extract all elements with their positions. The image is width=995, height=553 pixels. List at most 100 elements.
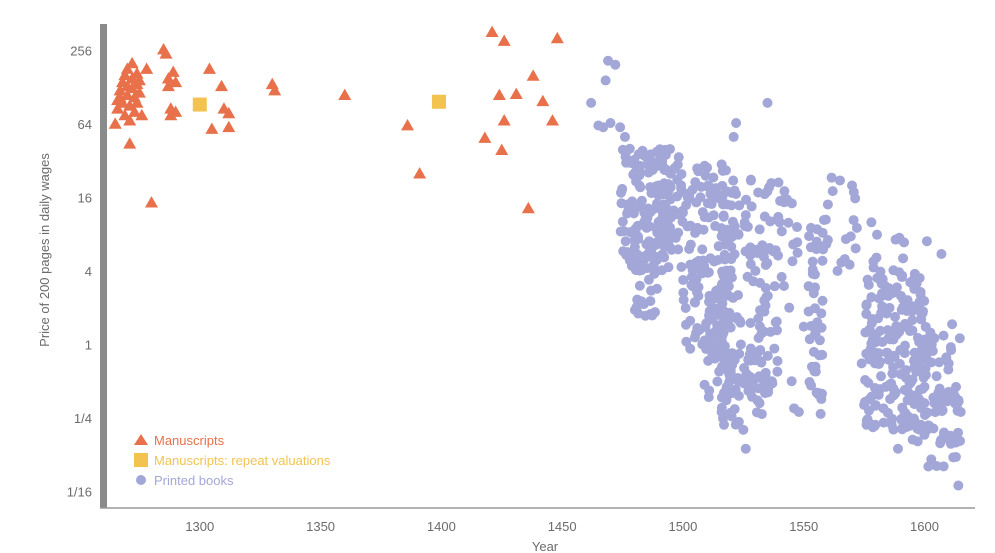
printed-book-point xyxy=(873,348,884,359)
printed-book-point xyxy=(703,392,714,403)
printed-book-point xyxy=(772,356,783,367)
repeat-valuation-point xyxy=(192,97,207,112)
printed-book-point xyxy=(717,330,728,341)
printed-book-point xyxy=(620,236,631,247)
manuscript-point xyxy=(413,167,427,179)
printed-book-point xyxy=(891,234,902,245)
manuscript-point xyxy=(497,114,511,126)
printed-book-point xyxy=(881,347,892,358)
printed-book-point xyxy=(733,229,744,240)
printed-book-point xyxy=(897,302,908,313)
printed-book-point xyxy=(624,143,635,154)
manuscript-point xyxy=(120,88,134,100)
printed-book-point xyxy=(740,372,751,383)
printed-book-point xyxy=(598,122,609,133)
printed-book-point xyxy=(886,413,897,424)
legend-label: Manuscripts: repeat valuations xyxy=(154,453,331,468)
printed-book-point xyxy=(617,216,628,227)
printed-book-point xyxy=(902,395,913,406)
printed-book-point xyxy=(697,268,708,279)
printed-book-point xyxy=(845,231,856,242)
printed-book-point xyxy=(651,265,662,276)
printed-book-point xyxy=(948,388,959,399)
printed-book-point xyxy=(746,201,757,212)
printed-book-point xyxy=(677,207,688,218)
printed-book-point xyxy=(888,334,899,345)
manuscript-point xyxy=(125,56,139,69)
printed-book-point xyxy=(634,280,645,291)
printed-book-point xyxy=(663,214,674,225)
printed-book-point xyxy=(903,386,914,397)
printed-book-point xyxy=(811,236,822,247)
printed-book-point xyxy=(648,254,659,265)
printed-book-point xyxy=(779,186,790,197)
legend-label: Printed books xyxy=(154,473,234,488)
printed-book-point xyxy=(702,162,713,173)
printed-book-point xyxy=(938,430,949,441)
printed-book-point xyxy=(734,200,745,211)
printed-book-point xyxy=(826,172,837,183)
printed-book-point xyxy=(629,304,640,315)
printed-book-point xyxy=(755,345,766,356)
printed-book-point xyxy=(882,325,893,336)
printed-book-point xyxy=(954,333,965,344)
printed-book-point xyxy=(788,239,799,250)
printed-book-point xyxy=(783,217,794,228)
printed-book-point xyxy=(663,238,674,249)
manuscript-point xyxy=(478,131,492,143)
printed-book-point xyxy=(600,75,611,86)
printed-book-point xyxy=(894,326,905,337)
printed-book-point xyxy=(805,222,816,233)
printed-book-point xyxy=(946,345,957,356)
printed-book-point xyxy=(767,378,778,389)
printed-book-point xyxy=(725,407,736,418)
printed-book-point xyxy=(759,306,770,317)
printed-book-point xyxy=(646,244,657,255)
printed-book-point xyxy=(686,271,697,282)
printed-book-point xyxy=(926,357,937,368)
printed-book-point xyxy=(890,311,901,322)
printed-book-point xyxy=(903,421,914,432)
printed-book-point xyxy=(817,255,828,266)
printed-book-point xyxy=(635,260,646,271)
printed-book-point xyxy=(685,259,696,270)
printed-book-point xyxy=(899,237,910,248)
printed-book-point xyxy=(727,348,738,359)
printed-book-point xyxy=(699,379,710,390)
printed-book-point xyxy=(644,236,655,247)
printed-book-point xyxy=(678,287,689,298)
printed-book-point xyxy=(916,308,927,319)
printed-book-point xyxy=(735,317,746,328)
printed-book-point xyxy=(770,317,781,328)
x-tick-label: 1400 xyxy=(427,519,456,534)
printed-book-point xyxy=(728,175,739,186)
printed-book-point xyxy=(943,358,954,369)
manuscript-point xyxy=(123,137,137,149)
printed-book-point xyxy=(920,321,931,332)
printed-book-point xyxy=(764,244,775,255)
printed-book-point xyxy=(866,217,877,228)
printed-book-point xyxy=(745,174,756,185)
legend-square-icon xyxy=(134,453,148,467)
printed-book-point xyxy=(720,165,731,176)
printed-book-point xyxy=(817,227,828,238)
manuscript-point xyxy=(205,122,219,134)
printed-book-point xyxy=(834,175,845,186)
printed-book-point xyxy=(657,152,668,163)
printed-book-point xyxy=(619,131,630,142)
printed-book-point xyxy=(673,244,684,255)
printed-book-point xyxy=(870,400,881,411)
printed-book-point xyxy=(754,398,765,409)
manuscript-point xyxy=(222,120,236,133)
printed-book-point xyxy=(704,290,715,301)
printed-book-point xyxy=(743,385,754,396)
printed-book-point xyxy=(860,375,871,386)
printed-book-point xyxy=(761,292,772,303)
printed-book-point xyxy=(721,395,732,406)
printed-book-point xyxy=(873,313,884,324)
printed-book-point xyxy=(721,273,732,284)
printed-book-point xyxy=(803,281,814,292)
printed-book-point xyxy=(718,211,729,222)
manuscript-point xyxy=(123,99,137,111)
printed-book-point xyxy=(663,262,674,273)
